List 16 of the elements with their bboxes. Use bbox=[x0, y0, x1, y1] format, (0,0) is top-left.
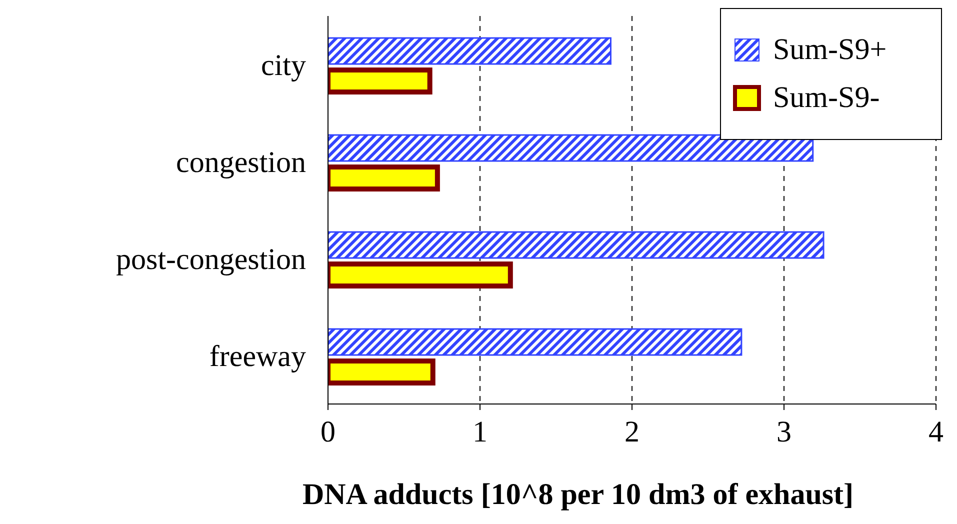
legend-label: Sum-S9- bbox=[773, 81, 880, 115]
x-tick-label: 1 bbox=[472, 415, 488, 448]
x-axis-title: DNA adducts [10^8 per 10 dm3 of exhaust] bbox=[301, 478, 855, 512]
bar bbox=[328, 134, 814, 162]
y-tick-label: post-congestion bbox=[116, 243, 306, 276]
legend-label: Sum-S9+ bbox=[773, 33, 887, 67]
y-tick-label: freeway bbox=[209, 340, 306, 374]
x-tick-label: 2 bbox=[624, 415, 640, 448]
y-tick-label: congestion bbox=[176, 146, 306, 180]
bar bbox=[328, 231, 824, 259]
x-tick-label: 3 bbox=[776, 415, 792, 448]
x-tick-label: 0 bbox=[320, 415, 336, 448]
y-tick-label: city bbox=[261, 49, 306, 82]
bar bbox=[328, 328, 742, 356]
x-tick-label: 4 bbox=[928, 415, 944, 448]
bar bbox=[328, 37, 612, 65]
